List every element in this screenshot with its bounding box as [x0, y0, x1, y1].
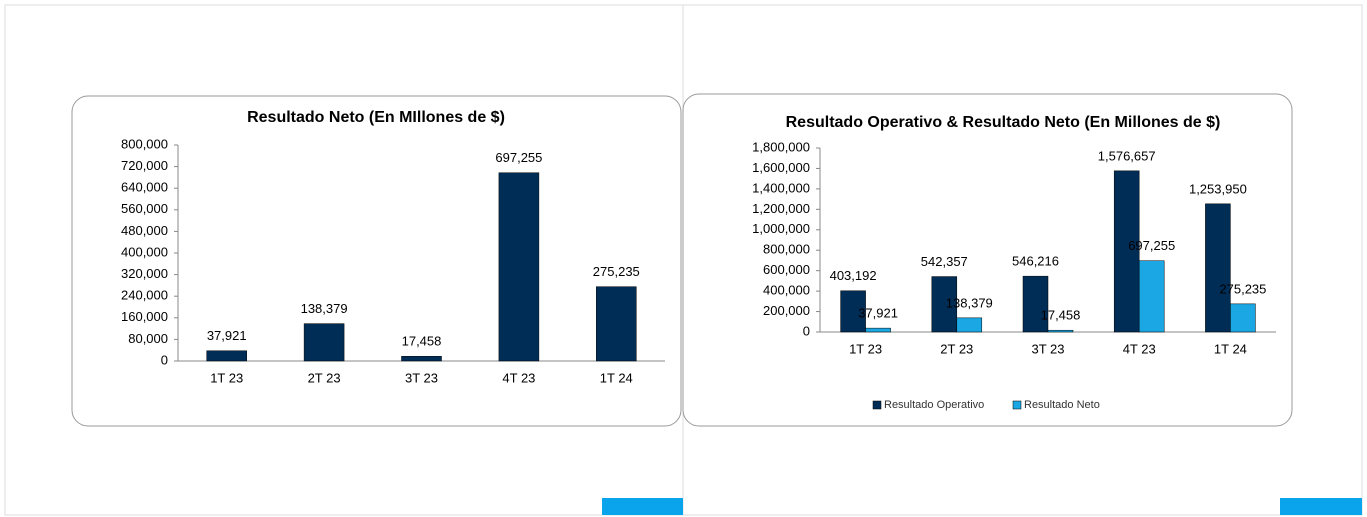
legend-swatch: [872, 400, 882, 410]
y-tick-label: 640,000: [121, 180, 168, 195]
bar: [956, 317, 983, 333]
x-tick-label: 3T 23: [1031, 341, 1064, 356]
bar: [401, 356, 442, 362]
x-tick-label: 4T 23: [502, 370, 535, 385]
y-tick-label: 320,000: [121, 266, 168, 281]
y-tick-label: 0: [803, 323, 810, 338]
chart-title: Resultado Operativo & Resultado Neto (En…: [786, 114, 1221, 131]
x-tick-label: 4T 23: [1123, 341, 1156, 356]
data-label: 37,921: [858, 306, 898, 321]
x-tick-label: 1T 23: [210, 370, 243, 385]
x-tick-label: 2T 23: [940, 341, 973, 356]
data-label: 275,235: [1219, 281, 1266, 296]
bar: [596, 286, 637, 362]
x-tick-label: 1T 24: [1214, 341, 1247, 356]
y-tick-label: 560,000: [121, 201, 168, 216]
data-label: 17,458: [402, 334, 442, 349]
y-tick-label: 400,000: [763, 283, 810, 298]
data-label: 697,255: [495, 150, 542, 165]
chart-title: Resultado Neto (En MIllones de $): [247, 109, 505, 126]
data-label: 37,921: [207, 328, 247, 343]
y-tick-label: 0: [161, 352, 168, 367]
y-tick-label: 1,000,000: [752, 221, 810, 236]
bar: [1205, 203, 1231, 333]
legend-label: Resultado Operativo: [884, 399, 984, 411]
slide-accent: [602, 498, 683, 515]
bar: [1138, 260, 1165, 333]
legend-label: Resultado Neto: [1024, 399, 1100, 411]
bar: [498, 172, 540, 362]
y-tick-label: 400,000: [121, 244, 168, 259]
x-tick-label: 1T 24: [600, 370, 633, 385]
y-tick-label: 800,000: [763, 242, 810, 257]
y-tick-label: 480,000: [121, 223, 168, 238]
y-tick-label: 600,000: [763, 262, 810, 277]
y-tick-label: 240,000: [121, 288, 168, 303]
bar: [1047, 329, 1074, 333]
bar: [303, 323, 345, 362]
data-label: 1,253,950: [1189, 181, 1247, 196]
data-label: 1,576,657: [1098, 148, 1156, 163]
data-label: 697,255: [1128, 238, 1175, 253]
bar: [206, 350, 247, 362]
slide-accent: [1280, 498, 1362, 515]
y-tick-label: 200,000: [763, 303, 810, 318]
x-tick-label: 1T 23: [849, 341, 882, 356]
data-label: 17,458: [1041, 308, 1081, 323]
data-label: 403,192: [830, 268, 877, 283]
y-tick-label: 80,000: [128, 331, 168, 346]
bar: [1022, 275, 1049, 333]
bar: [1113, 170, 1140, 333]
legend-swatch: [1012, 400, 1022, 410]
x-tick-label: 3T 23: [405, 370, 438, 385]
y-tick-label: 800,000: [121, 136, 168, 151]
y-tick-label: 1,200,000: [752, 201, 810, 216]
data-label: 546,216: [1012, 254, 1059, 269]
data-label: 275,235: [593, 264, 640, 279]
data-label: 138,379: [301, 301, 348, 316]
y-tick-label: 1,600,000: [752, 160, 810, 175]
x-tick-label: 2T 23: [308, 370, 341, 385]
chart-frame: [682, 93, 1293, 427]
data-label: 138,379: [946, 295, 993, 310]
y-tick-label: 160,000: [121, 309, 168, 324]
y-tick-label: 1,400,000: [752, 180, 810, 195]
y-tick-label: 1,800,000: [752, 139, 810, 154]
bar: [865, 327, 891, 333]
bar: [931, 276, 958, 333]
data-label: 542,357: [921, 254, 968, 269]
bar: [840, 290, 866, 333]
bar: [1230, 303, 1256, 333]
y-tick-label: 720,000: [121, 158, 168, 173]
